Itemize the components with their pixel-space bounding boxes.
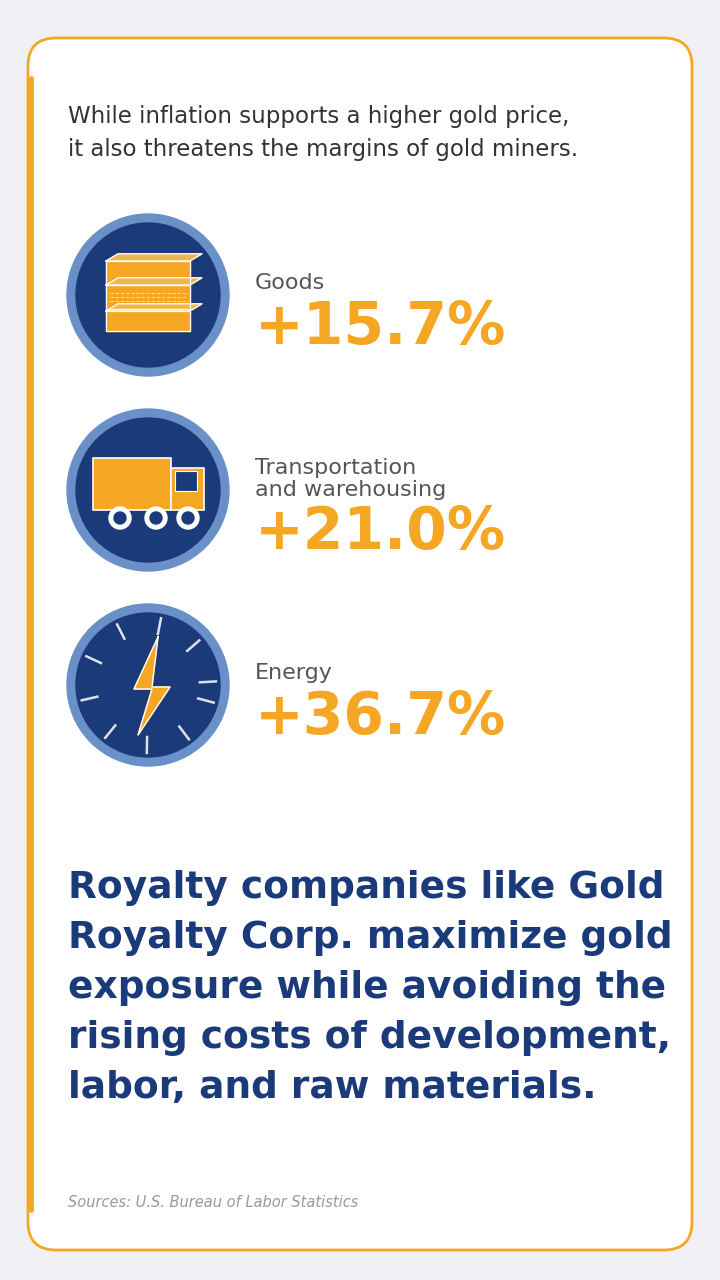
Text: Goods: Goods — [255, 273, 325, 293]
Polygon shape — [106, 311, 190, 332]
Circle shape — [145, 507, 167, 529]
Circle shape — [76, 419, 220, 562]
Text: +21.0%: +21.0% — [255, 504, 506, 561]
Circle shape — [177, 507, 199, 529]
Text: Energy: Energy — [255, 663, 333, 684]
Circle shape — [67, 410, 229, 571]
Bar — [171, 468, 204, 509]
Circle shape — [114, 512, 126, 524]
Text: Sources: U.S. Bureau of Labor Statistics: Sources: U.S. Bureau of Labor Statistics — [68, 1196, 359, 1210]
Bar — [175, 471, 197, 492]
Circle shape — [109, 507, 131, 529]
Polygon shape — [106, 303, 202, 311]
Circle shape — [76, 223, 220, 367]
FancyBboxPatch shape — [28, 38, 692, 1251]
Text: While inflation supports a higher gold price,: While inflation supports a higher gold p… — [68, 105, 570, 128]
Text: +36.7%: +36.7% — [255, 689, 506, 746]
Polygon shape — [134, 637, 170, 735]
Polygon shape — [106, 261, 190, 285]
Circle shape — [67, 604, 229, 765]
Text: it also threatens the margins of gold miners.: it also threatens the margins of gold mi… — [68, 138, 578, 161]
Polygon shape — [106, 278, 202, 285]
Polygon shape — [106, 253, 202, 261]
Circle shape — [182, 512, 194, 524]
Text: Royalty companies like Gold
Royalty Corp. maximize gold
exposure while avoiding : Royalty companies like Gold Royalty Corp… — [68, 870, 672, 1106]
Text: +15.7%: +15.7% — [255, 300, 506, 356]
Polygon shape — [106, 285, 190, 308]
Text: and warehousing: and warehousing — [255, 480, 446, 500]
Text: Transportation: Transportation — [255, 458, 416, 477]
Bar — [93, 458, 171, 509]
Circle shape — [67, 214, 229, 376]
Circle shape — [150, 512, 162, 524]
Circle shape — [76, 613, 220, 756]
